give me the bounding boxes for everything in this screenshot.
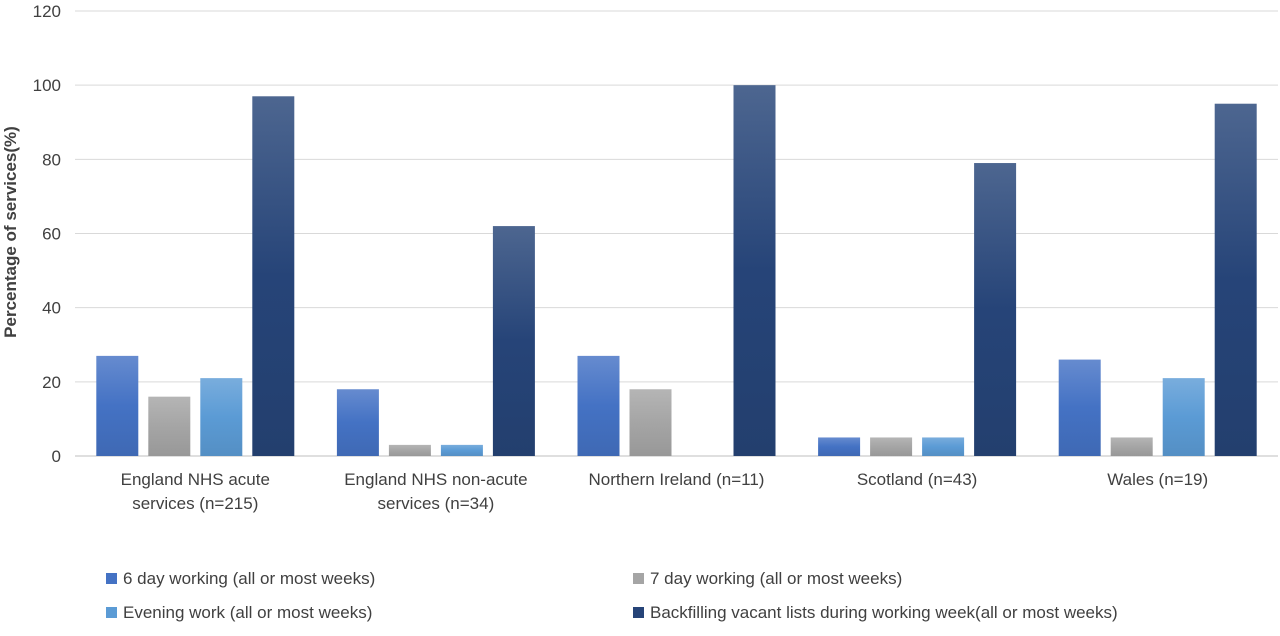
bar-backfilling-vacant-lists-during-working-week-cat-1	[252, 96, 295, 457]
bar-7-day-working-cat-1	[148, 396, 191, 456]
bar-evening-work-cat-1	[200, 378, 243, 456]
bars	[96, 85, 1257, 457]
bar-7-day-working-cat-4	[870, 437, 913, 456]
y-tick-label: 0	[52, 447, 61, 466]
y-axis-tick-labels: 0 20 40 60 80 100 120	[33, 2, 61, 466]
legend-label: 7 day working (all or most weeks)	[650, 569, 902, 588]
bar-backfilling-vacant-lists-during-working-week-cat-3	[733, 85, 776, 457]
bar-backfilling-vacant-lists-during-working-week-cat-4	[974, 163, 1017, 456]
bar-6-day-working-cat-2	[336, 389, 379, 456]
legend-swatch	[633, 607, 644, 618]
bar-evening-work-cat-4	[922, 437, 965, 456]
bar-7-day-working-cat-5	[1110, 437, 1153, 456]
x-category-label: Northern Ireland (n=11)	[589, 470, 765, 489]
x-category-label: Wales (n=19)	[1107, 470, 1208, 489]
x-category-label: Scotland (n=43)	[857, 470, 978, 489]
y-tick-label: 60	[42, 225, 61, 244]
bar-backfilling-vacant-lists-during-working-week-cat-5	[1214, 103, 1257, 456]
legend-label: Backfilling vacant lists during working …	[650, 603, 1118, 622]
bar-6-day-working-cat-3	[577, 355, 620, 456]
bar-6-day-working-cat-5	[1058, 359, 1101, 456]
x-axis-category-labels: England NHS acute services (n=215) England…	[121, 470, 1209, 513]
y-tick-label: 100	[33, 76, 61, 95]
bar-7-day-working-cat-3	[629, 389, 672, 456]
x-category-label: England NHS non-acute services (n=34)	[344, 470, 527, 513]
legend-label: Evening work (all or most weeks)	[123, 603, 372, 622]
y-tick-label: 120	[33, 2, 61, 21]
y-tick-label: 20	[42, 373, 61, 392]
bar-evening-work-cat-5	[1162, 378, 1205, 456]
bar-7-day-working-cat-2	[388, 444, 431, 456]
bar-6-day-working-cat-4	[818, 437, 861, 456]
legend-label: 6 day working (all or most weeks)	[123, 569, 375, 588]
legend: 6 day working (all or most weeks) 7 day w…	[106, 569, 1118, 622]
y-axis-title: Percentage of services(%)	[1, 126, 20, 338]
bar-evening-work-cat-2	[440, 444, 483, 456]
legend-swatch	[106, 573, 117, 584]
legend-swatch	[633, 573, 644, 584]
legend-swatch	[106, 607, 117, 618]
bar-backfilling-vacant-lists-during-working-week-cat-2	[492, 226, 535, 456]
bar-6-day-working-cat-1	[96, 355, 139, 456]
x-category-label: England NHS acute services (n=215)	[121, 470, 270, 513]
y-tick-label: 40	[42, 299, 61, 318]
y-tick-label: 80	[42, 150, 61, 169]
